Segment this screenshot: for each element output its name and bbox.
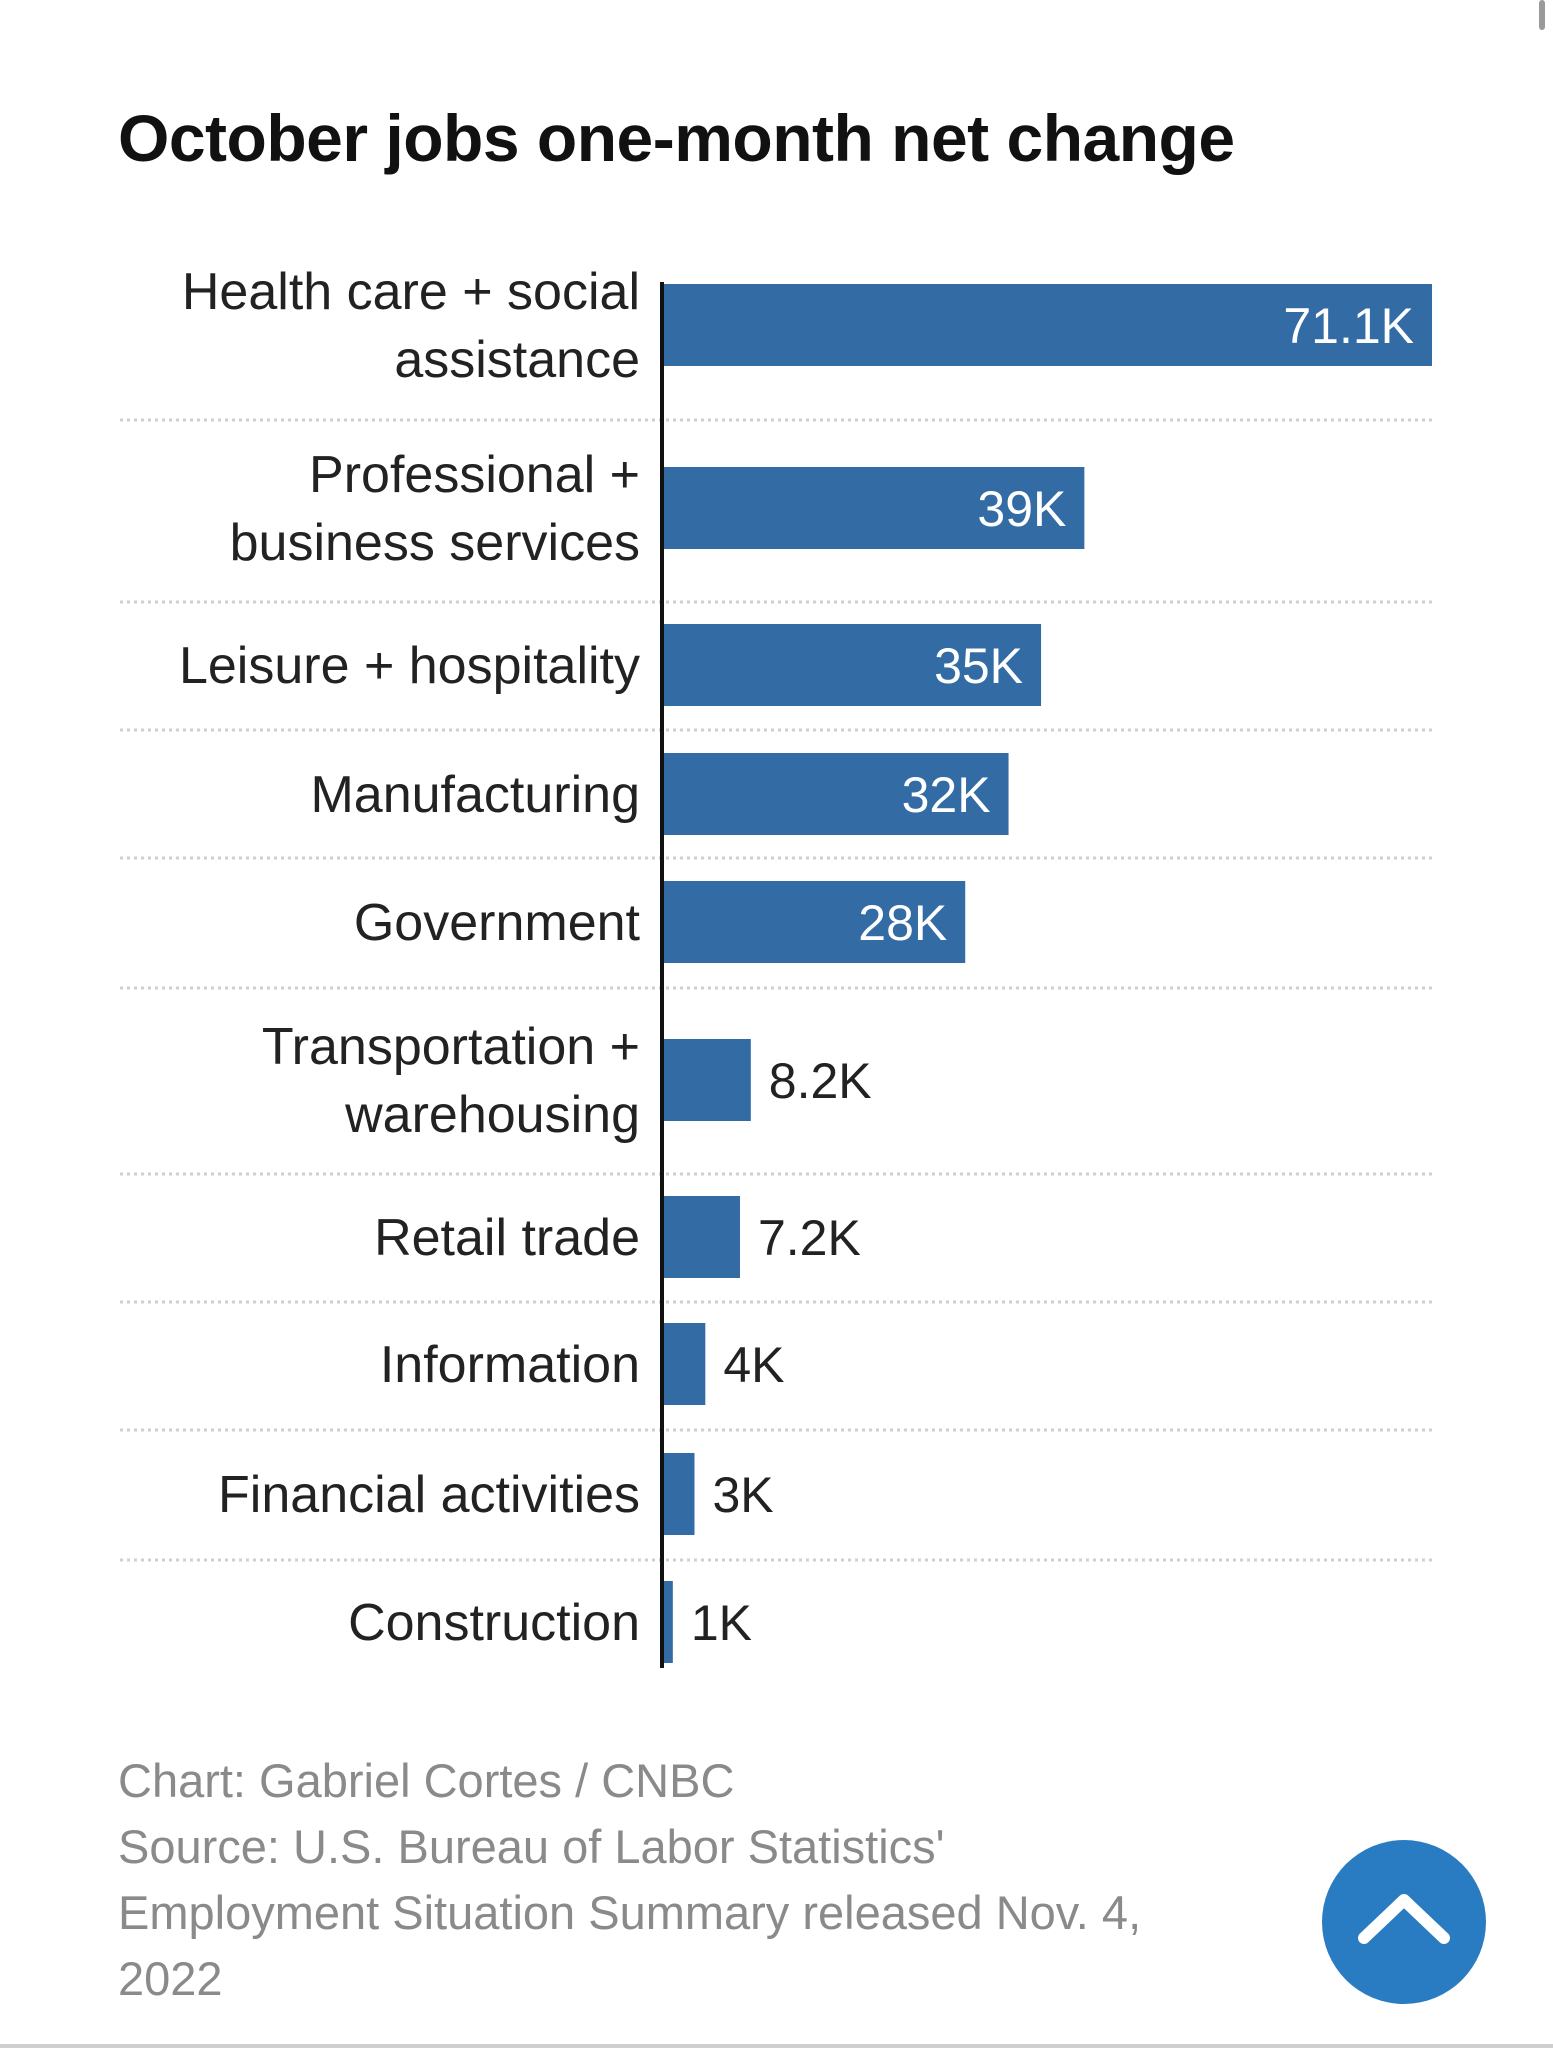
category-label-8-0: Financial activities: [218, 1466, 640, 1524]
category-label-2-0: Leisure + hospitality: [179, 637, 640, 695]
value-label-2: 35K: [934, 638, 1023, 694]
value-label-7: 4K: [723, 1337, 784, 1393]
category-label-1-1: business services: [230, 514, 640, 572]
bar-3: [662, 753, 1009, 835]
bar-9: [662, 1581, 673, 1663]
chart-credit: Chart: Gabriel Cortes / CNBC: [118, 1754, 735, 1807]
bar-chart: 71.1K Health care + social assistance 39K Pr…: [120, 263, 1432, 1668]
category-label-4-0: Government: [354, 894, 641, 952]
value-label-3: 32K: [902, 767, 991, 823]
category-label-1-0: Professional +: [309, 446, 640, 504]
value-label-9: 1K: [691, 1595, 752, 1651]
chevron-up-icon: [1358, 1894, 1450, 1944]
source-line-2: Employment Situation Summary released No…: [118, 1886, 1142, 1939]
scrollbar-thumb[interactable]: [1539, 0, 1545, 30]
category-label-5-0: Transportation +: [262, 1018, 640, 1076]
category-label-0-1: assistance: [394, 331, 640, 389]
bar-0: [662, 284, 1432, 366]
bar-2: [662, 624, 1042, 706]
bar-5: [662, 1039, 751, 1121]
bar-4: [662, 881, 966, 963]
category-label-3-0: Manufacturing: [310, 766, 640, 824]
bar-8: [662, 1453, 695, 1535]
category-label-5-1: warehousing: [344, 1086, 640, 1144]
chart-footer: Chart: Gabriel Cortes / CNBC Source: U.S…: [118, 1748, 1298, 2012]
category-label-9-0: Construction: [348, 1594, 640, 1652]
category-label-6-0: Retail trade: [374, 1209, 640, 1267]
source-line-1: Source: U.S. Bureau of Labor Statistics': [118, 1820, 945, 1873]
value-label-0: 71.1K: [1283, 298, 1414, 354]
bar-1: [662, 467, 1085, 549]
value-label-1: 39K: [977, 481, 1066, 537]
value-label-8: 3K: [712, 1467, 773, 1523]
value-label-5: 8.2K: [769, 1053, 872, 1109]
value-label-6: 7.2K: [758, 1210, 861, 1266]
bottom-divider: [0, 2044, 1553, 2048]
bar-7: [662, 1323, 706, 1405]
bar-6: [662, 1196, 740, 1278]
back-to-top-button[interactable]: [1322, 1840, 1486, 2004]
chart-title: October jobs one-month net change: [118, 101, 1235, 175]
value-label-4: 28K: [858, 895, 947, 951]
category-label-7-0: Information: [380, 1336, 640, 1394]
source-line-3: 2022: [118, 1952, 223, 2005]
category-label-0-0: Health care + social: [182, 263, 640, 321]
